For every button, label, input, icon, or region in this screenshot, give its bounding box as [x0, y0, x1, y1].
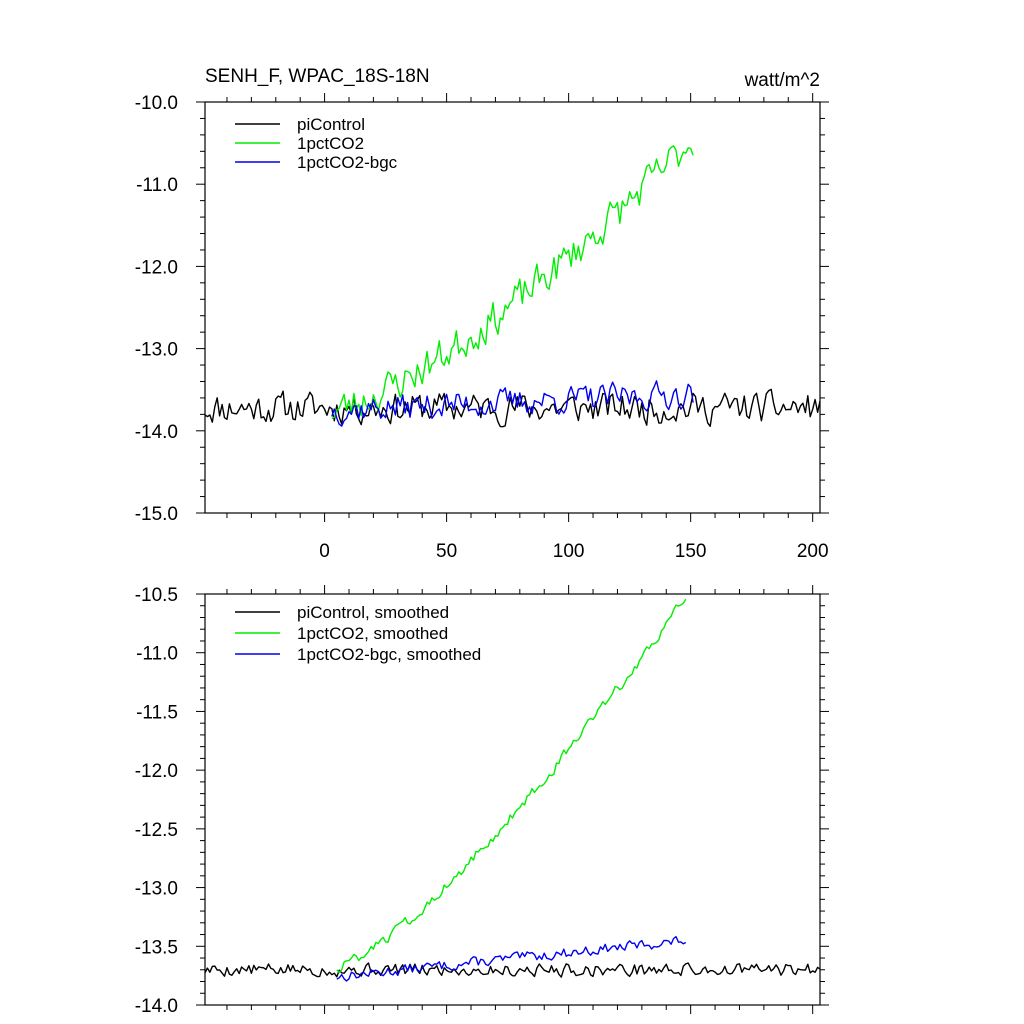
- y-tick-label: -10.5: [135, 585, 178, 606]
- series-line: [204, 962, 821, 978]
- bottom-plot-frame: [204, 593, 821, 1006]
- series-line: [336, 936, 687, 982]
- x-tick-label: 100: [553, 541, 585, 562]
- top-plot-frame: [204, 101, 821, 514]
- x-tick-label: 0: [319, 541, 330, 562]
- series-line: [336, 598, 687, 974]
- legend-label: piControl: [297, 115, 365, 134]
- bottom-legend: piControl, smoothed 1pctCO2, smoothed 1pct…: [235, 603, 481, 664]
- x-tick-label: 150: [675, 541, 707, 562]
- top-axes-ticks: -10.0 -11.0 -12.0 -13.0 -14.0 -15.0 0 50 100 150 2…: [135, 93, 829, 562]
- legend-label: piControl, smoothed: [297, 603, 449, 622]
- legend-label: 1pctCO2-bgc: [297, 153, 398, 172]
- legend-label: 1pctCO2-bgc, smoothed: [297, 645, 481, 664]
- y-tick-label: -11.5: [136, 702, 178, 723]
- y-tick-label: -12.0: [135, 761, 178, 782]
- top-series-group: [204, 145, 821, 428]
- y-tick-label: -11.0: [136, 644, 178, 665]
- top-chart-title: SENH_F, WPAC_18S-18N: [205, 66, 430, 87]
- top-chart: SENH_F, WPAC_18S-18N watt/m^2 -10.0 -11.0…: [135, 66, 829, 562]
- series-line: [331, 145, 694, 420]
- y-tick-label: -15.0: [135, 504, 178, 525]
- legend-label: 1pctCO2: [297, 134, 364, 153]
- y-tick-label: -14.0: [135, 996, 178, 1017]
- bottom-axes-ticks: -10.5 -11.0 -11.5 -12.0 -12.5 -13.0 -13.5 -14.0: [135, 585, 829, 1017]
- y-tick-label: -12.0: [135, 257, 178, 278]
- y-tick-label: -10.0: [135, 93, 178, 114]
- x-tick-label: 200: [797, 541, 829, 562]
- bottom-series-group: [204, 598, 821, 982]
- y-tick-label: -13.0: [135, 879, 178, 900]
- bottom-chart: -10.5 -11.0 -11.5 -12.0 -12.5 -13.0 -13.5 -14.0…: [135, 585, 829, 1017]
- y-tick-label: -12.5: [135, 820, 178, 841]
- y-tick-label: -14.0: [135, 422, 178, 443]
- top-chart-units: watt/m^2: [744, 70, 820, 91]
- series-line: [204, 388, 821, 428]
- x-tick-label: 50: [436, 541, 457, 562]
- y-tick-label: -11.0: [136, 175, 178, 196]
- y-tick-label: -13.5: [135, 937, 178, 958]
- series-line: [331, 380, 694, 427]
- y-tick-label: -13.0: [135, 340, 178, 361]
- legend-label: 1pctCO2, smoothed: [297, 624, 448, 643]
